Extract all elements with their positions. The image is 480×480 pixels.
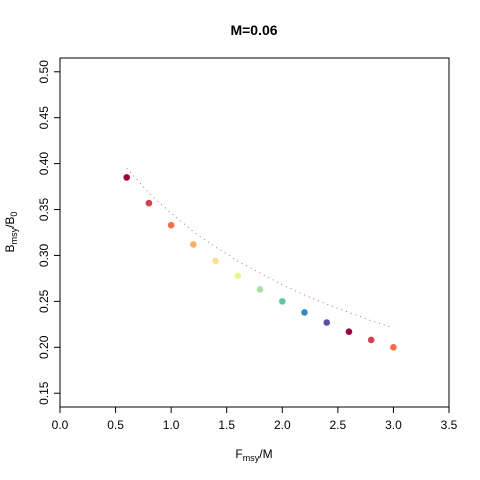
y-tick-label: 0.20 — [37, 335, 51, 359]
y-tick-label: 0.50 — [37, 60, 51, 84]
x-axis-label-main: F — [235, 447, 242, 461]
x-tick-label: 1.5 — [218, 418, 235, 432]
data-point — [323, 319, 331, 326]
y-tick-label: 0.25 — [37, 289, 51, 313]
data-point — [278, 298, 286, 305]
y-axis-label-sub2: 0 — [9, 212, 19, 217]
x-tick-label: 3.0 — [385, 418, 402, 432]
x-axis-label-suffix: /M — [259, 447, 272, 461]
data-point — [367, 336, 375, 344]
data-point — [390, 344, 397, 351]
data-point — [123, 174, 130, 181]
y-tick-label: 0.40 — [37, 152, 51, 176]
y-tick-label: 0.30 — [37, 243, 51, 267]
y-tick-label: 0.15 — [37, 381, 51, 405]
points-layer — [123, 174, 397, 351]
x-tick-label: 0.5 — [107, 418, 124, 432]
trend-line — [126, 167, 394, 329]
x-tick-label: 0.0 — [52, 418, 69, 432]
x-tick-label: 1.0 — [163, 418, 180, 432]
x-axis: 0.0 0.5 1.0 1.5 2.0 2.5 3.0 3.5 — [52, 407, 458, 432]
y-axis-label-main: B — [3, 244, 17, 252]
data-point — [190, 241, 197, 248]
plot-frame — [59, 57, 450, 408]
y-axis: 0.15 0.20 0.25 0.30 0.35 0.40 0.45 0.50 — [37, 60, 60, 405]
data-point — [145, 199, 153, 207]
y-tick-label: 0.35 — [37, 198, 51, 222]
trend-layer — [126, 167, 394, 329]
x-tick-label: 2.5 — [330, 418, 347, 432]
y-axis-label-mid: /B — [3, 217, 17, 228]
data-point — [212, 257, 219, 265]
x-axis-label: Fmsy/M — [235, 447, 272, 463]
data-point — [256, 286, 264, 293]
data-point — [234, 272, 242, 279]
y-axis-label-sub: msy — [9, 227, 19, 244]
x-axis-label-sub: msy — [243, 453, 260, 463]
x-tick-label: 3.5 — [441, 418, 458, 432]
x-tick-label: 2.0 — [274, 418, 291, 432]
data-point — [345, 328, 353, 335]
data-point — [301, 309, 308, 316]
data-point — [167, 221, 175, 229]
y-axis-label: Bmsy/B0 — [3, 212, 19, 253]
chart-title: M=0.06 — [230, 22, 277, 38]
y-tick-label: 0.45 — [37, 106, 51, 130]
